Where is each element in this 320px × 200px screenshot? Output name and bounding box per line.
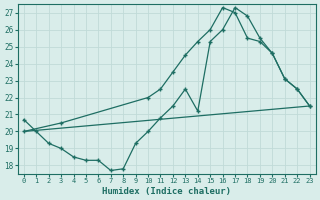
X-axis label: Humidex (Indice chaleur): Humidex (Indice chaleur) bbox=[102, 187, 231, 196]
